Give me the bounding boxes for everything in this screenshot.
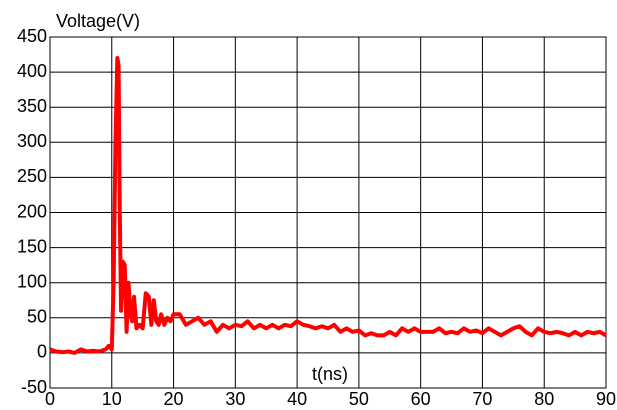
x-tick-label: 10 — [102, 389, 122, 409]
y-tick-label: 100 — [17, 271, 47, 291]
x-axis-label: t(ns) — [312, 364, 348, 384]
y-axis-label: Voltage(V) — [56, 11, 140, 31]
y-tick-label: 450 — [17, 26, 47, 46]
y-tick-label: 350 — [17, 96, 47, 116]
data-line — [49, 56, 607, 355]
x-tick-label: 80 — [534, 389, 554, 409]
y-tick-label: 400 — [17, 61, 47, 81]
x-tick-label: 70 — [472, 389, 492, 409]
y-tick-label: 250 — [17, 166, 47, 186]
y-tick-label: 50 — [27, 307, 47, 327]
y-tick-label: 0 — [37, 342, 47, 362]
x-tick-label: 60 — [411, 389, 431, 409]
x-tick-label: 50 — [349, 389, 369, 409]
x-tick-label: 90 — [596, 389, 616, 409]
plot-frame — [49, 36, 607, 389]
y-tick-label: -50 — [21, 377, 47, 397]
x-tick-label: 30 — [225, 389, 245, 409]
y-tick-label: 300 — [17, 131, 47, 151]
x-tick-label: 40 — [287, 389, 307, 409]
y-tick-label: 200 — [17, 201, 47, 221]
y-tick-label: 150 — [17, 236, 47, 256]
x-tick-label: 0 — [45, 389, 55, 409]
x-tick-label: 20 — [164, 389, 184, 409]
